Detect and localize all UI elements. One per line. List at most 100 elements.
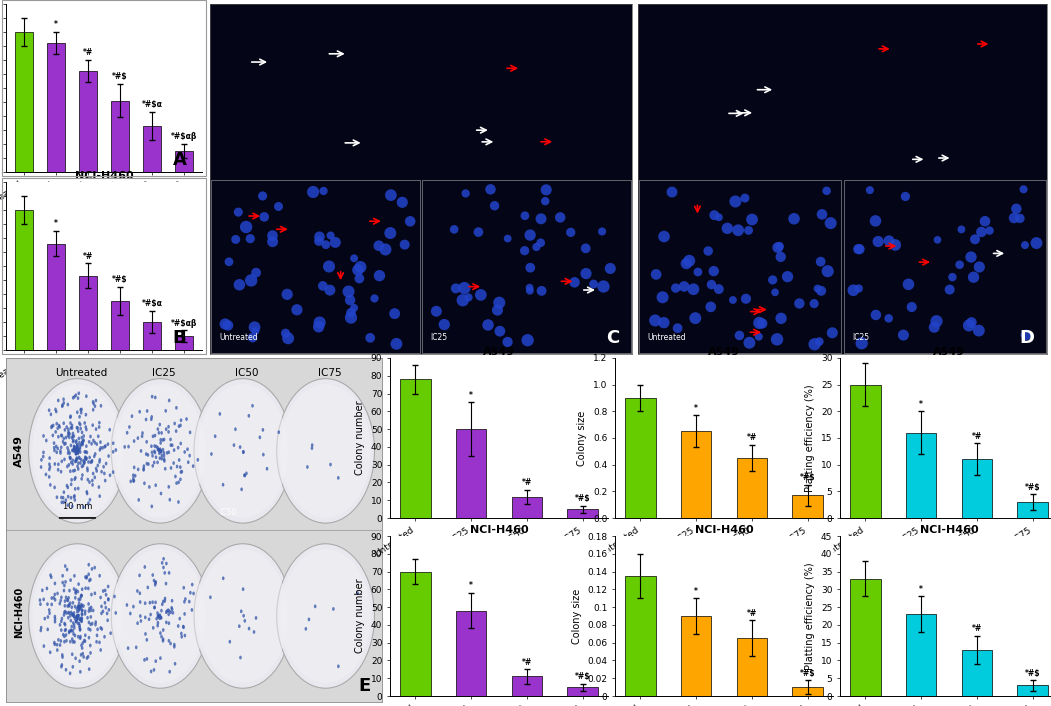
Point bbox=[446, 224, 462, 235]
Ellipse shape bbox=[132, 473, 135, 477]
Ellipse shape bbox=[78, 626, 81, 629]
Ellipse shape bbox=[68, 436, 70, 439]
Ellipse shape bbox=[60, 433, 63, 437]
Ellipse shape bbox=[180, 424, 182, 427]
Ellipse shape bbox=[59, 425, 61, 429]
Ellipse shape bbox=[54, 486, 56, 489]
Ellipse shape bbox=[159, 616, 161, 620]
Ellipse shape bbox=[53, 445, 56, 450]
Point bbox=[850, 283, 867, 294]
Title: A549: A549 bbox=[708, 347, 740, 357]
Ellipse shape bbox=[68, 455, 71, 459]
Ellipse shape bbox=[74, 448, 77, 451]
Ellipse shape bbox=[81, 436, 83, 440]
Ellipse shape bbox=[63, 613, 65, 617]
Ellipse shape bbox=[28, 544, 126, 688]
Ellipse shape bbox=[158, 448, 160, 452]
Ellipse shape bbox=[337, 664, 339, 668]
Point bbox=[750, 317, 767, 328]
Y-axis label: Colony size: Colony size bbox=[577, 410, 588, 466]
Ellipse shape bbox=[90, 567, 94, 570]
Ellipse shape bbox=[180, 442, 182, 445]
Point bbox=[811, 336, 828, 347]
Ellipse shape bbox=[95, 621, 97, 624]
Ellipse shape bbox=[80, 594, 83, 597]
Bar bbox=[423, 355, 631, 528]
Point bbox=[532, 237, 549, 249]
Point bbox=[383, 189, 399, 201]
Ellipse shape bbox=[77, 621, 80, 626]
Ellipse shape bbox=[75, 452, 77, 455]
Text: IC75: IC75 bbox=[431, 508, 448, 517]
Ellipse shape bbox=[71, 640, 75, 644]
Ellipse shape bbox=[68, 671, 71, 675]
Point bbox=[346, 302, 363, 313]
Point bbox=[847, 483, 864, 494]
Ellipse shape bbox=[77, 635, 80, 639]
Ellipse shape bbox=[262, 453, 265, 457]
Ellipse shape bbox=[157, 611, 159, 615]
Point bbox=[942, 284, 959, 295]
Point bbox=[305, 399, 322, 410]
Ellipse shape bbox=[73, 448, 75, 452]
Text: *#$αβ: *#$αβ bbox=[171, 133, 198, 141]
Ellipse shape bbox=[79, 444, 82, 448]
Ellipse shape bbox=[77, 448, 79, 451]
Point bbox=[571, 473, 588, 484]
Point bbox=[366, 293, 383, 304]
Bar bbox=[143, 126, 161, 172]
Ellipse shape bbox=[103, 445, 106, 449]
Point bbox=[595, 281, 612, 292]
Text: IC25: IC25 bbox=[431, 333, 448, 342]
Ellipse shape bbox=[81, 441, 84, 444]
Ellipse shape bbox=[95, 399, 98, 402]
Ellipse shape bbox=[98, 485, 100, 489]
Ellipse shape bbox=[184, 597, 187, 601]
Point bbox=[221, 256, 238, 268]
Ellipse shape bbox=[90, 442, 92, 445]
Ellipse shape bbox=[174, 474, 177, 479]
Point bbox=[548, 498, 564, 510]
Ellipse shape bbox=[161, 457, 163, 460]
Point bbox=[394, 197, 411, 208]
Bar bbox=[79, 71, 97, 172]
Ellipse shape bbox=[48, 456, 50, 460]
Ellipse shape bbox=[71, 665, 75, 669]
Y-axis label: Colony number: Colony number bbox=[355, 401, 366, 475]
Ellipse shape bbox=[145, 462, 148, 465]
Ellipse shape bbox=[75, 393, 77, 397]
Ellipse shape bbox=[67, 630, 70, 634]
Point bbox=[809, 469, 826, 481]
Ellipse shape bbox=[62, 633, 64, 637]
Ellipse shape bbox=[173, 645, 176, 649]
Ellipse shape bbox=[142, 468, 145, 472]
Ellipse shape bbox=[242, 450, 245, 454]
Ellipse shape bbox=[79, 426, 82, 431]
Ellipse shape bbox=[61, 653, 64, 657]
Ellipse shape bbox=[87, 573, 90, 576]
Ellipse shape bbox=[79, 604, 82, 608]
Ellipse shape bbox=[61, 501, 63, 504]
X-axis label: Concentration: Concentration bbox=[465, 565, 534, 575]
Point bbox=[676, 281, 693, 292]
Ellipse shape bbox=[158, 451, 161, 455]
Bar bbox=[737, 458, 767, 518]
Ellipse shape bbox=[162, 438, 164, 442]
Point bbox=[562, 227, 579, 238]
Ellipse shape bbox=[154, 445, 158, 448]
Ellipse shape bbox=[180, 419, 182, 422]
Ellipse shape bbox=[107, 608, 110, 611]
Point bbox=[813, 209, 830, 220]
Ellipse shape bbox=[90, 592, 92, 597]
Ellipse shape bbox=[78, 605, 80, 609]
Point bbox=[489, 304, 506, 316]
Point bbox=[499, 336, 516, 347]
Ellipse shape bbox=[79, 607, 82, 611]
Point bbox=[492, 325, 509, 337]
Ellipse shape bbox=[67, 463, 70, 467]
Ellipse shape bbox=[87, 635, 90, 640]
Ellipse shape bbox=[57, 399, 60, 402]
Ellipse shape bbox=[129, 479, 132, 483]
Point bbox=[902, 390, 919, 401]
Ellipse shape bbox=[239, 445, 242, 449]
